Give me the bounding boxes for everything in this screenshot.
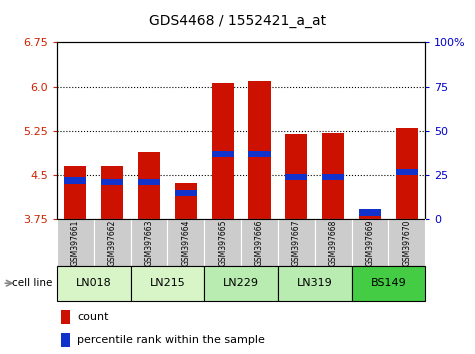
- Bar: [248, 81, 271, 219]
- Bar: [138, 152, 160, 219]
- Text: GSM397668: GSM397668: [329, 219, 338, 266]
- Bar: [396, 128, 418, 219]
- Bar: [389, 219, 425, 266]
- Text: GSM397663: GSM397663: [144, 219, 153, 266]
- Text: LN018: LN018: [76, 278, 112, 288]
- Text: percentile rank within the sample: percentile rank within the sample: [77, 335, 265, 345]
- Text: GSM397661: GSM397661: [71, 219, 80, 266]
- Text: LN215: LN215: [150, 278, 185, 288]
- Bar: [359, 209, 381, 216]
- Bar: [94, 219, 131, 266]
- Bar: [101, 179, 124, 185]
- Bar: [61, 333, 70, 347]
- Bar: [138, 179, 160, 185]
- Bar: [61, 310, 70, 324]
- Bar: [212, 151, 234, 157]
- Bar: [131, 266, 204, 301]
- Text: GSM397670: GSM397670: [402, 219, 411, 266]
- Bar: [57, 219, 94, 266]
- Bar: [359, 215, 381, 219]
- Text: GDS4468 / 1552421_a_at: GDS4468 / 1552421_a_at: [149, 14, 326, 28]
- Bar: [204, 219, 241, 266]
- Bar: [396, 169, 418, 175]
- Text: GSM397662: GSM397662: [108, 219, 117, 266]
- Text: cell line: cell line: [12, 278, 52, 288]
- Bar: [167, 219, 204, 266]
- Bar: [285, 134, 307, 219]
- Bar: [322, 133, 344, 219]
- Bar: [352, 266, 425, 301]
- Bar: [248, 151, 271, 157]
- Text: count: count: [77, 312, 109, 322]
- Bar: [64, 166, 86, 219]
- Bar: [175, 183, 197, 219]
- Bar: [204, 266, 278, 301]
- Text: BS149: BS149: [370, 278, 406, 288]
- Text: GSM397664: GSM397664: [181, 219, 190, 266]
- Bar: [285, 174, 307, 180]
- Bar: [322, 174, 344, 180]
- Bar: [314, 219, 352, 266]
- Text: GSM397667: GSM397667: [292, 219, 301, 266]
- Bar: [57, 266, 131, 301]
- Bar: [64, 177, 86, 184]
- Text: LN229: LN229: [223, 278, 259, 288]
- Bar: [278, 266, 352, 301]
- Bar: [241, 219, 278, 266]
- Text: GSM397665: GSM397665: [218, 219, 227, 266]
- Bar: [278, 219, 314, 266]
- Bar: [131, 219, 167, 266]
- Bar: [212, 82, 234, 219]
- Bar: [352, 219, 389, 266]
- Bar: [175, 190, 197, 196]
- Text: GSM397669: GSM397669: [365, 219, 374, 266]
- Text: GSM397666: GSM397666: [255, 219, 264, 266]
- Text: LN319: LN319: [297, 278, 332, 288]
- Bar: [101, 166, 124, 219]
